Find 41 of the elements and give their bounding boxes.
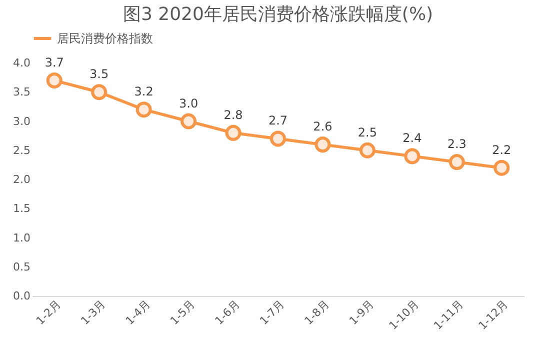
x-tick-label: 1-2月 [34, 298, 64, 328]
x-tick-label: 1-4月 [123, 298, 153, 328]
data-label: 3.5 [90, 67, 109, 82]
legend-label: 居民消费价格指数 [57, 32, 153, 46]
y-tick-label: 4.0 [13, 56, 30, 70]
data-label: 3.7 [44, 55, 64, 70]
y-tick-label: 1.5 [13, 202, 30, 216]
x-tick-label: 1-9月 [346, 298, 376, 328]
data-label: 2.2 [492, 142, 512, 157]
chart-title: 图3 2020年居民消费价格涨跌幅度(%) [122, 4, 434, 25]
x-tick-label: 1-3月 [78, 298, 108, 328]
y-tick-label: 2.0 [13, 173, 30, 186]
data-label: 2.8 [224, 108, 243, 122]
data-label: 3.0 [179, 96, 198, 110]
data-label: 2.7 [268, 114, 288, 128]
y-tick-label: 3.5 [13, 86, 30, 99]
x-tick-label: 1-8月 [302, 298, 332, 328]
point [270, 130, 286, 147]
point [359, 142, 376, 158]
data-label: 2.4 [402, 131, 422, 146]
x-tick-label: 1-7月 [257, 298, 287, 328]
data-label: 2.5 [358, 125, 377, 140]
point [448, 154, 465, 170]
point [136, 102, 152, 118]
y-tick-label: 2.5 [13, 144, 30, 157]
point [494, 160, 510, 176]
point [46, 72, 62, 88]
y-tick-label: 3.0 [13, 114, 30, 128]
point [91, 84, 108, 100]
y-tick-label: 0.0 [13, 290, 30, 302]
data-label: 2.3 [447, 137, 466, 152]
data-label: 2.6 [313, 120, 332, 134]
y-tick-label: 0.5 [13, 260, 30, 274]
point [180, 113, 197, 130]
x-tick-label: 1-5月 [168, 298, 198, 328]
point [314, 136, 331, 153]
x-tick-label: 1-6月 [212, 298, 242, 328]
point [225, 124, 242, 141]
data-label: 3.2 [134, 84, 154, 99]
point [404, 148, 420, 164]
y-tick-label: 1.0 [13, 231, 30, 244]
